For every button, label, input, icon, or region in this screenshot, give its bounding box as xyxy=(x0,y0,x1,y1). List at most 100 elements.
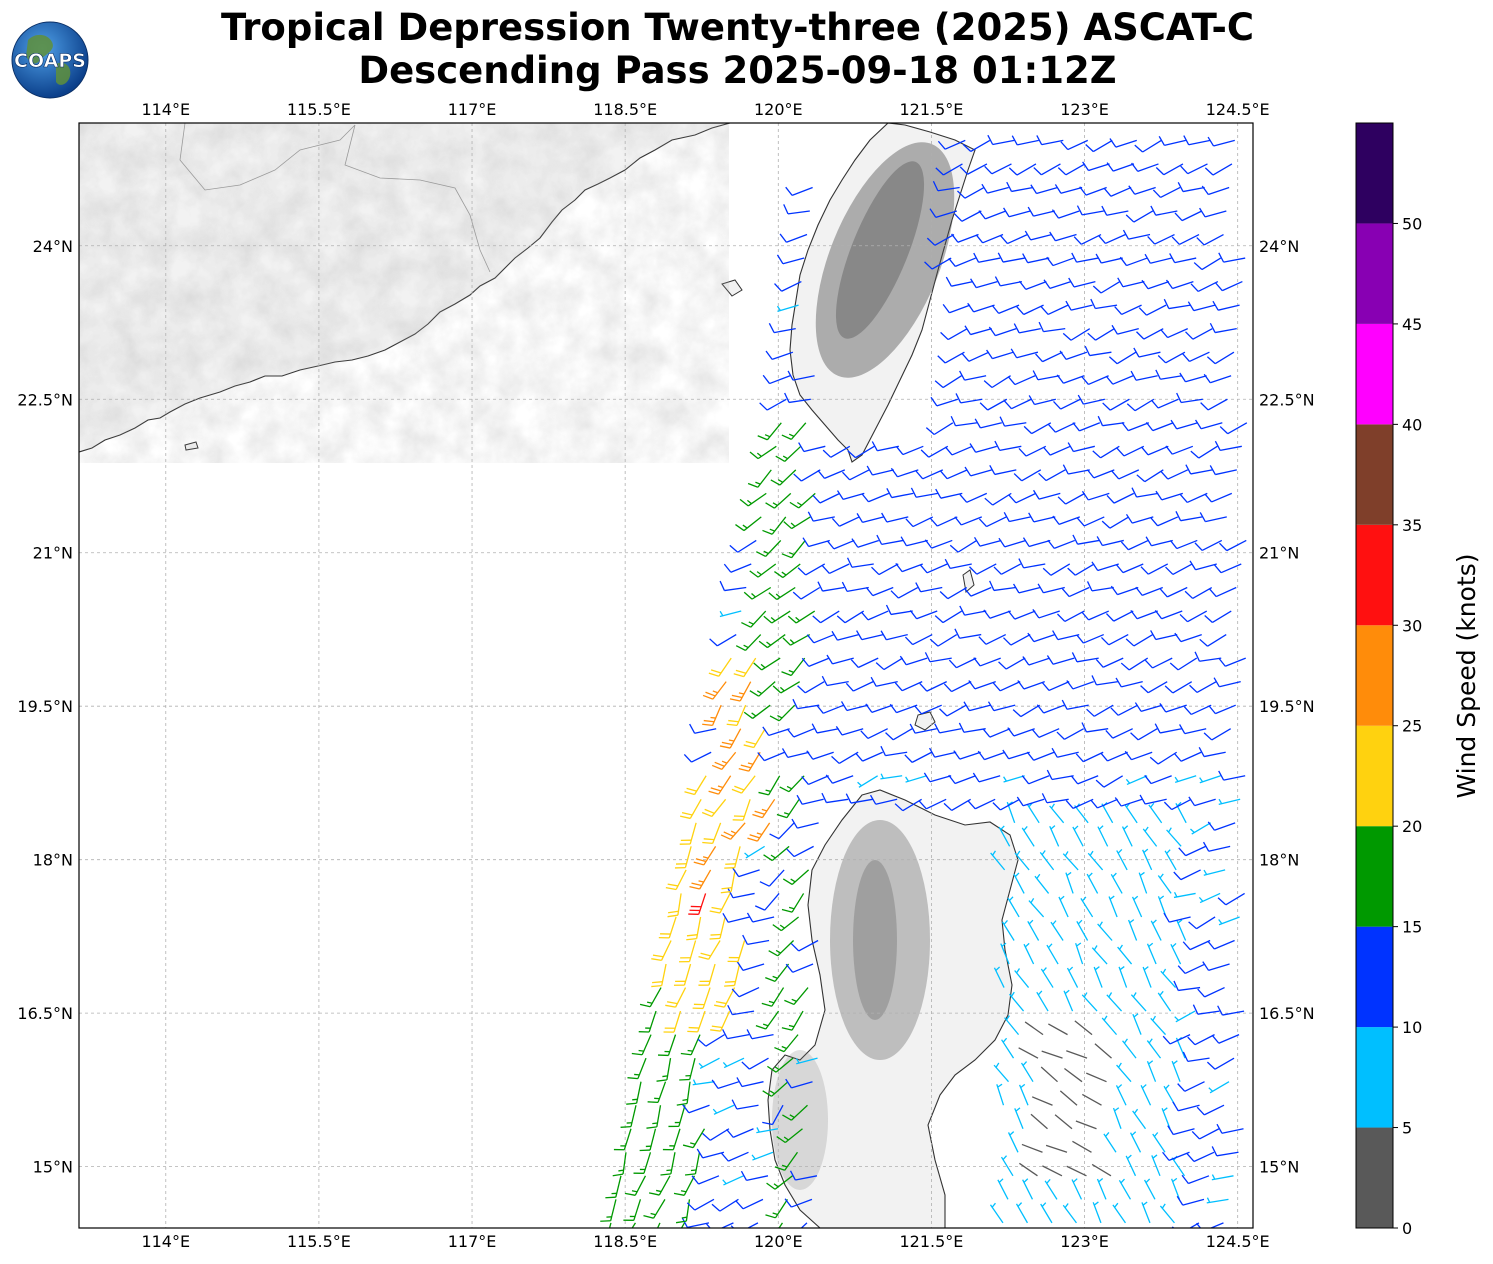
wind-barb xyxy=(765,1198,789,1219)
wind-barb xyxy=(1062,1203,1077,1224)
wind-barb xyxy=(1066,1050,1088,1059)
wind-barb xyxy=(1108,895,1118,918)
wind-barb xyxy=(608,1222,612,1228)
wind-barb xyxy=(1162,1034,1191,1045)
wind-barb xyxy=(1017,680,1045,690)
wind-barb xyxy=(1110,704,1138,716)
wind-barb xyxy=(944,445,973,456)
wind-barb xyxy=(1023,942,1035,965)
wind-barb xyxy=(769,704,796,722)
wind-barb xyxy=(765,963,790,982)
wind-barb xyxy=(1157,990,1172,1012)
wind-barb xyxy=(1131,895,1143,918)
wind-barb xyxy=(1007,375,1036,386)
wind-barb xyxy=(1036,135,1064,146)
wind-barb xyxy=(709,916,726,940)
wind-barb xyxy=(639,1128,657,1152)
wind-barb xyxy=(762,374,791,385)
wind-barb xyxy=(769,822,795,840)
wind-barb xyxy=(969,443,997,453)
wind-barb xyxy=(1155,490,1183,501)
luzon-land xyxy=(767,789,1019,1228)
wind-barb xyxy=(1174,210,1203,222)
wind-barb xyxy=(975,233,1004,244)
wind-barb xyxy=(702,681,727,700)
wind-barb xyxy=(1015,1202,1029,1224)
wind-barb xyxy=(1184,586,1213,599)
wind-barb xyxy=(1020,1061,1034,1083)
wind-barb xyxy=(727,1004,755,1016)
wind-barb xyxy=(1177,963,1206,974)
wind-barb xyxy=(1134,702,1163,712)
wind-barb xyxy=(1105,728,1133,739)
wind-barb xyxy=(1138,871,1148,894)
wind-barb xyxy=(1105,610,1134,622)
wind-barb xyxy=(1080,896,1094,918)
wind-barb xyxy=(1206,1197,1229,1204)
wind-barb xyxy=(964,325,992,336)
wind-barb xyxy=(1008,163,1037,176)
wind-barb xyxy=(1115,563,1144,574)
wind-barb xyxy=(1086,872,1099,894)
lat-tick-label-left: 22.5°N xyxy=(17,390,73,409)
wind-barb xyxy=(1142,966,1152,988)
wind-barb xyxy=(904,633,933,646)
wind-barb xyxy=(1199,207,1227,218)
wind-barb xyxy=(1034,873,1050,894)
wind-barb xyxy=(698,963,716,986)
lat-tick-label-left: 18°N xyxy=(33,851,73,870)
wind-barb xyxy=(1150,1015,1167,1036)
wind-barb xyxy=(1218,916,1240,926)
wind-barb xyxy=(658,916,677,939)
wind-barb xyxy=(943,681,972,693)
wind-barb xyxy=(1179,372,1207,383)
wind-barb xyxy=(1014,850,1030,871)
wind-barb xyxy=(1032,370,1060,381)
wind-barb xyxy=(1040,1066,1058,1083)
wind-barb xyxy=(791,818,819,829)
wind-barb xyxy=(784,392,811,404)
wind-barb xyxy=(719,728,742,749)
lat-tick-label-left: 24°N xyxy=(33,237,73,256)
lat-tick-label-right: 19.5°N xyxy=(1259,697,1315,716)
wind-barb xyxy=(1071,252,1099,263)
wind-barb xyxy=(962,139,991,153)
map-frame xyxy=(78,122,1254,1229)
wind-barb xyxy=(1142,826,1158,847)
wind-barb xyxy=(1070,775,1099,785)
wind-barb xyxy=(984,163,1012,175)
wind-barb xyxy=(1071,1178,1083,1200)
wind-barb xyxy=(998,825,1011,847)
wind-barb xyxy=(1207,939,1235,950)
wind-barb xyxy=(929,516,958,527)
wind-barb xyxy=(1125,634,1154,647)
wind-barb xyxy=(1183,135,1211,146)
wind-barb xyxy=(763,610,791,624)
wind-barb xyxy=(785,963,814,973)
lon-tick-label-top: 123°E xyxy=(1060,100,1109,119)
plot-title: Tropical Depression Twenty-three (2025) … xyxy=(80,6,1395,92)
wind-barb xyxy=(945,276,974,287)
colorbar-segment xyxy=(1356,926,1393,1028)
wind-barb xyxy=(994,276,1023,287)
wind-barb xyxy=(1061,699,1089,710)
wind-barb xyxy=(1164,681,1193,694)
wind-barb xyxy=(738,751,761,772)
wind-barb xyxy=(674,846,692,869)
wind-barb xyxy=(880,745,908,757)
wind-barb xyxy=(1093,966,1103,988)
wind-barb xyxy=(954,516,983,526)
wind-barb xyxy=(1096,1178,1107,1200)
wind-barb xyxy=(688,893,707,915)
wind-barb xyxy=(746,1029,774,1040)
wind-barb xyxy=(623,1199,642,1221)
coaps-logo: COAPS xyxy=(10,20,90,100)
wind-barb xyxy=(660,1152,676,1176)
wind-barb xyxy=(821,675,849,687)
lon-tick-label-top: 124.5°E xyxy=(1206,100,1270,119)
wind-barb xyxy=(1052,515,1081,525)
wind-barb xyxy=(683,751,712,763)
wind-barb xyxy=(1189,560,1217,571)
wind-barb xyxy=(765,492,792,509)
wind-barb xyxy=(1097,921,1113,941)
